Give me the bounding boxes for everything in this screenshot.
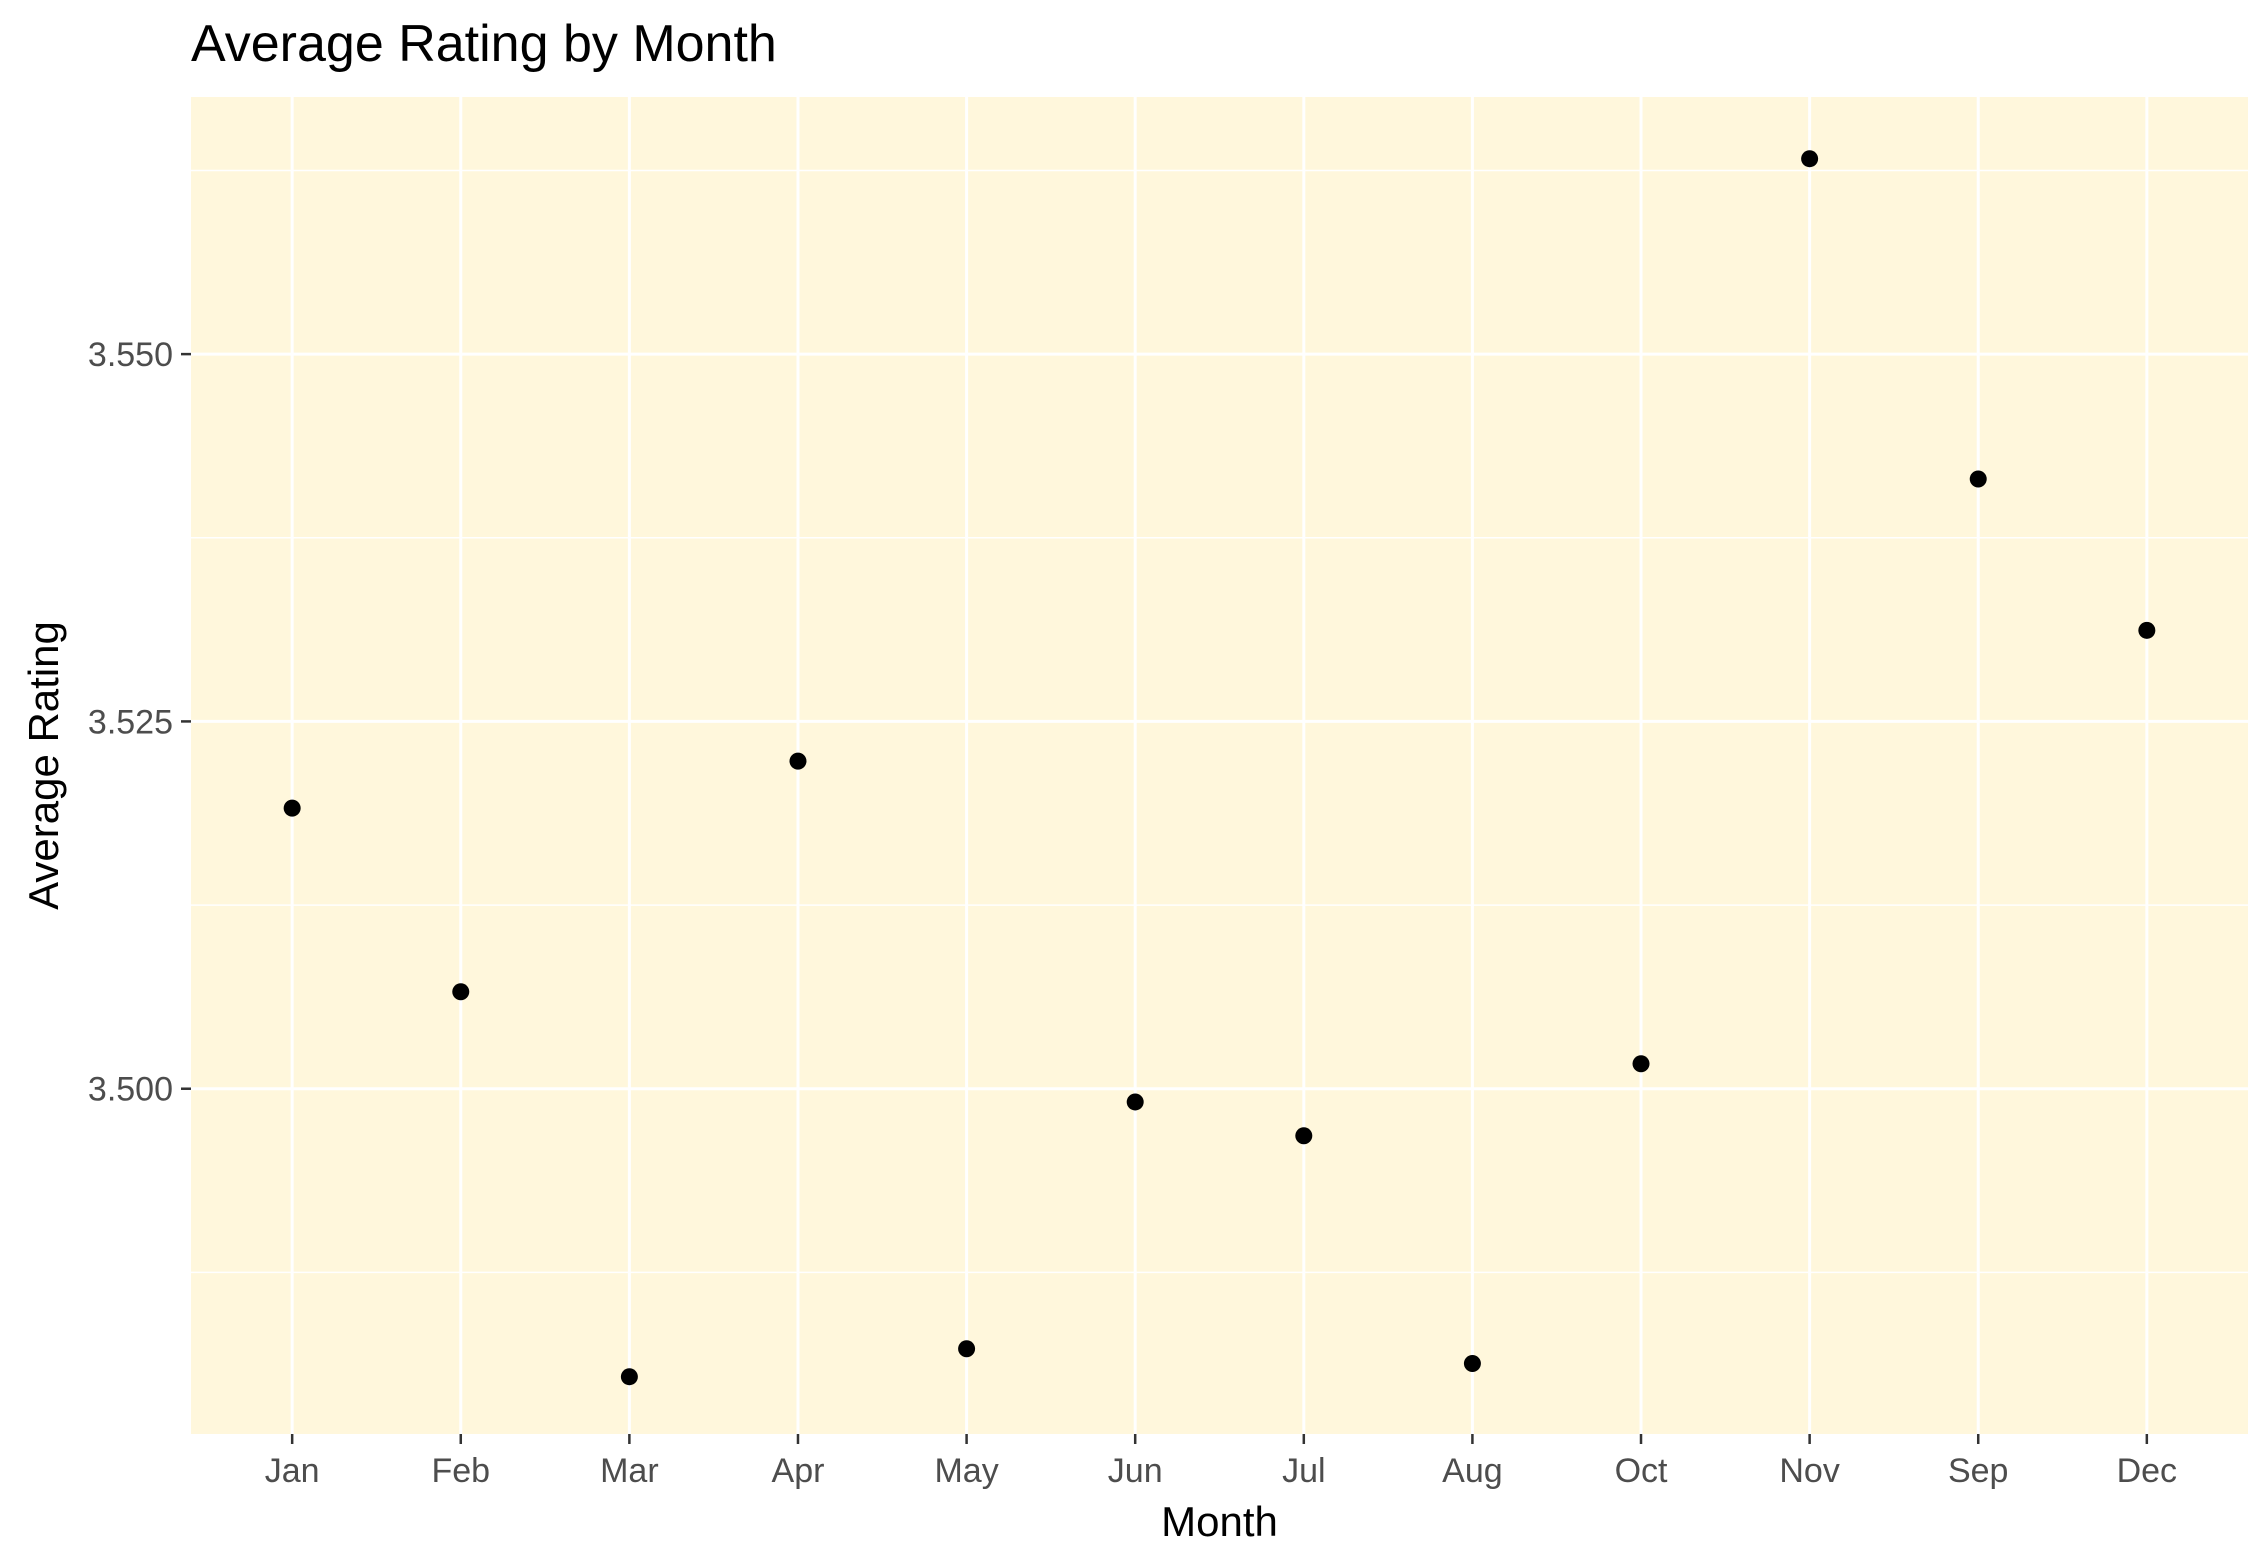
data-point-dec [2138, 621, 2156, 639]
x-tick-label-apr: Apr [772, 1452, 825, 1490]
x-tick-label-jan: Jan [265, 1452, 320, 1490]
data-point-nov [1801, 150, 1819, 168]
data-point-sep [1969, 470, 1987, 488]
data-point-apr [789, 752, 807, 770]
x-axis-title: Month [1161, 1498, 1278, 1545]
data-point-jul [1295, 1127, 1313, 1145]
chart-title: Average Rating by Month [191, 15, 777, 73]
data-point-jan [283, 799, 301, 817]
x-tick-label-sep: Sep [1948, 1452, 2009, 1490]
x-tick-label-nov: Nov [1779, 1452, 1839, 1490]
minor-gridlines [191, 169, 2248, 1274]
x-axis: Jan Feb Mar Apr May Jun Jul Aug Oct Nov Sep Dec [265, 1434, 2177, 1490]
x-tick-label-mar: Mar [600, 1452, 659, 1490]
plot-panel [191, 97, 2248, 1434]
x-tick-label-oct: Oct [1615, 1452, 1668, 1490]
x-tick-label-dec: Dec [2117, 1452, 2177, 1490]
data-point-aug [1463, 1354, 1481, 1372]
y-tick-label: 3.500 [88, 1071, 173, 1109]
x-tick-label-aug: Aug [1442, 1452, 1503, 1490]
data-point-feb [452, 983, 470, 1001]
y-axis-title: Average Rating [20, 621, 67, 910]
x-tick-label-jul: Jul [1282, 1452, 1325, 1490]
data-points [283, 150, 2156, 1386]
x-tick-label-feb: Feb [431, 1452, 490, 1490]
x-tick-label-may: May [934, 1452, 998, 1490]
data-point-may [958, 1340, 976, 1358]
x-tick-label-jun: Jun [1108, 1452, 1163, 1490]
data-point-mar [620, 1368, 638, 1386]
y-tick-label: 3.525 [88, 703, 173, 741]
y-axis: 3.500 3.525 3.550 [88, 336, 191, 1109]
data-point-oct [1632, 1055, 1650, 1073]
data-point-jun [1126, 1093, 1144, 1111]
y-tick-label: 3.550 [88, 336, 173, 374]
